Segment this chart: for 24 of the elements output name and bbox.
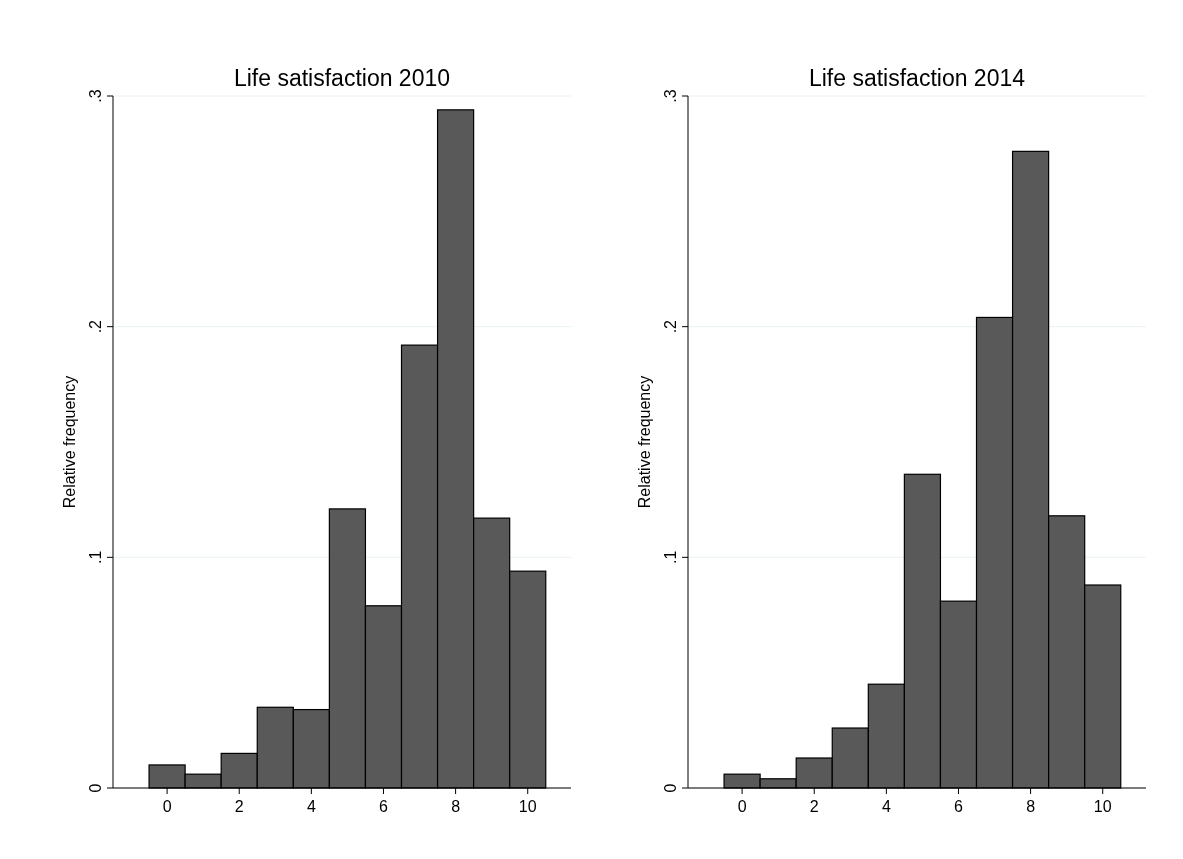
x-tick-label: 6 bbox=[954, 798, 964, 815]
y-tick-label: .1 bbox=[87, 550, 104, 565]
x-tick-label: 2 bbox=[234, 798, 244, 815]
x-tick-label: 6 bbox=[379, 798, 389, 815]
y-tick-label: 0 bbox=[87, 783, 104, 793]
x-tick-label: 4 bbox=[306, 798, 316, 815]
chart-title: Life satisfaction 2010 bbox=[233, 65, 451, 91]
chart-title: Life satisfaction 2014 bbox=[808, 65, 1026, 91]
y-tick-label: .1 bbox=[662, 550, 679, 565]
x-tick-label: 10 bbox=[518, 798, 537, 815]
x-tick-label: 0 bbox=[737, 798, 747, 815]
y-tick-label: 0 bbox=[662, 783, 679, 793]
y-tick-label: .2 bbox=[662, 319, 679, 334]
x-tick-label: 2 bbox=[809, 798, 819, 815]
y-axis-title: Relative frequency bbox=[636, 375, 653, 509]
x-tick-label: 10 bbox=[1093, 798, 1112, 815]
y-tick-label: .3 bbox=[662, 89, 679, 103]
y-axis-title: Relative frequency bbox=[61, 375, 78, 509]
y-tick-label: .2 bbox=[87, 319, 104, 334]
x-tick-label: 0 bbox=[162, 798, 172, 815]
x-tick-label: 4 bbox=[881, 798, 891, 815]
y-tick-label: .3 bbox=[87, 89, 104, 103]
x-tick-label: 8 bbox=[1026, 798, 1036, 815]
x-tick-label: 8 bbox=[451, 798, 461, 815]
